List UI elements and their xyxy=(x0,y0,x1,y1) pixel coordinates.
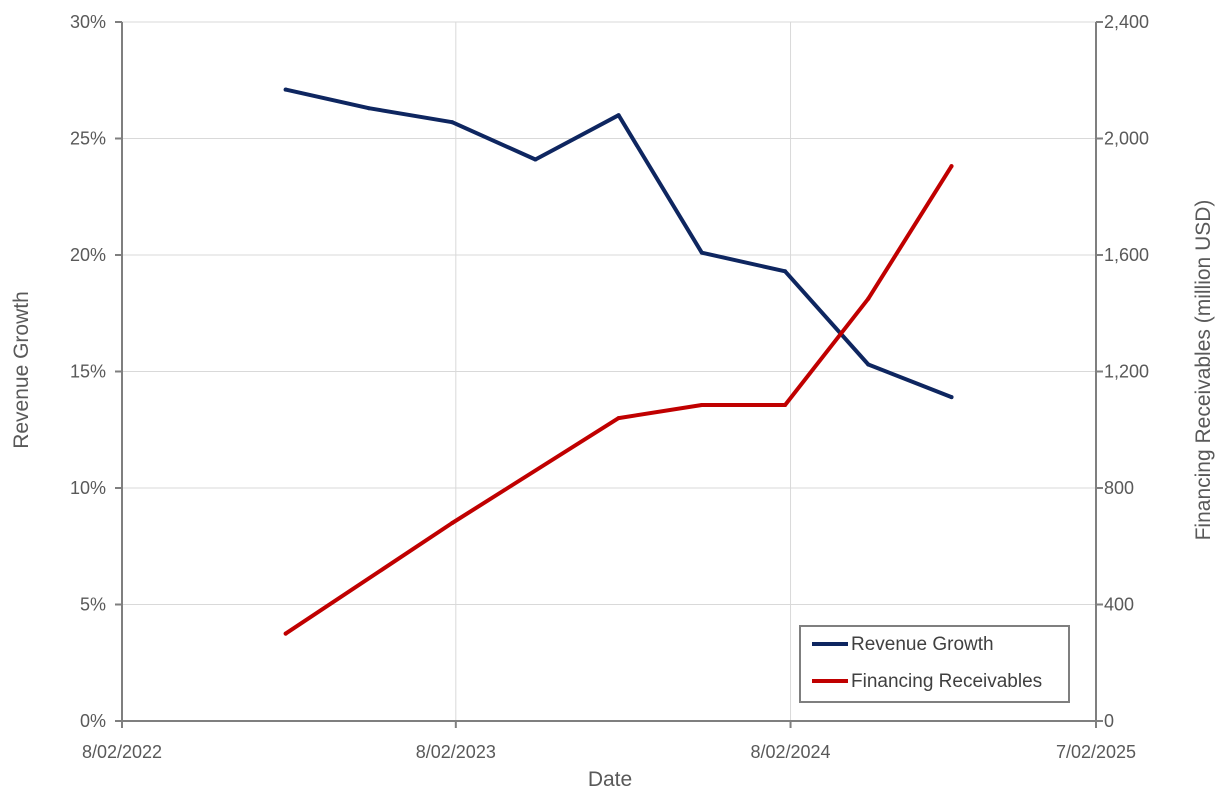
y-tick-label: 30% xyxy=(70,12,106,32)
gridlines xyxy=(122,21,1096,721)
y-tick-label: 20% xyxy=(70,245,106,265)
series-lines xyxy=(283,87,954,636)
y-tick-label: 15% xyxy=(70,362,106,382)
data-point xyxy=(450,120,455,125)
tick-labels: 0% 5% 10% 15% 20% 25% 30% 0 400 800 1,200 1,600 2,00… xyxy=(70,12,1149,762)
legend-box xyxy=(799,625,1070,703)
data-point xyxy=(699,402,704,407)
x-axis-title: Date xyxy=(588,768,632,791)
data-point xyxy=(283,87,288,92)
data-point xyxy=(949,395,954,400)
y-axis-title: Revenue Growth xyxy=(10,291,33,449)
y-tick-label: 10% xyxy=(70,478,106,498)
y2-tick-label: 400 xyxy=(1104,595,1134,615)
data-point xyxy=(783,269,788,274)
series-line-revenue-growth xyxy=(283,87,954,400)
y2-tick-label: 1,200 xyxy=(1104,362,1149,382)
data-point xyxy=(366,106,371,111)
data-point xyxy=(616,113,621,118)
x-tick-label: 8/02/2024 xyxy=(750,742,830,762)
y2-tick-label: 2,000 xyxy=(1104,129,1149,149)
y2-tick-label: 800 xyxy=(1104,478,1134,498)
data-point xyxy=(866,362,871,367)
x-tick-label: 7/02/2025 xyxy=(1056,742,1136,762)
y2-axis-title: Financing Receivables (million USD) xyxy=(1192,200,1215,541)
y-tick-label: 0% xyxy=(80,711,106,731)
y2-tick-label: 0 xyxy=(1104,711,1114,731)
y-tick-label: 5% xyxy=(80,595,106,615)
data-point xyxy=(533,157,538,162)
x-tick-label: 8/02/2023 xyxy=(416,742,496,762)
x-tick-label: 8/02/2022 xyxy=(82,742,162,762)
legend: Revenue Growth Financing Receivables xyxy=(799,625,1070,703)
data-point xyxy=(616,416,621,421)
y2-tick-label: 1,600 xyxy=(1104,245,1149,265)
data-point xyxy=(949,164,954,169)
data-point xyxy=(783,402,788,407)
data-point xyxy=(699,250,704,255)
series-line-financing-receivables xyxy=(283,164,954,636)
axes xyxy=(115,21,1103,728)
legend-label-financing-receivables: Financing Receivables xyxy=(851,671,1042,692)
y2-tick-label: 2,400 xyxy=(1104,12,1149,32)
data-point xyxy=(283,631,288,636)
legend-label-revenue-growth: Revenue Growth xyxy=(851,634,994,655)
data-point xyxy=(450,520,455,525)
y-tick-label: 25% xyxy=(70,129,106,149)
data-point xyxy=(866,296,871,301)
